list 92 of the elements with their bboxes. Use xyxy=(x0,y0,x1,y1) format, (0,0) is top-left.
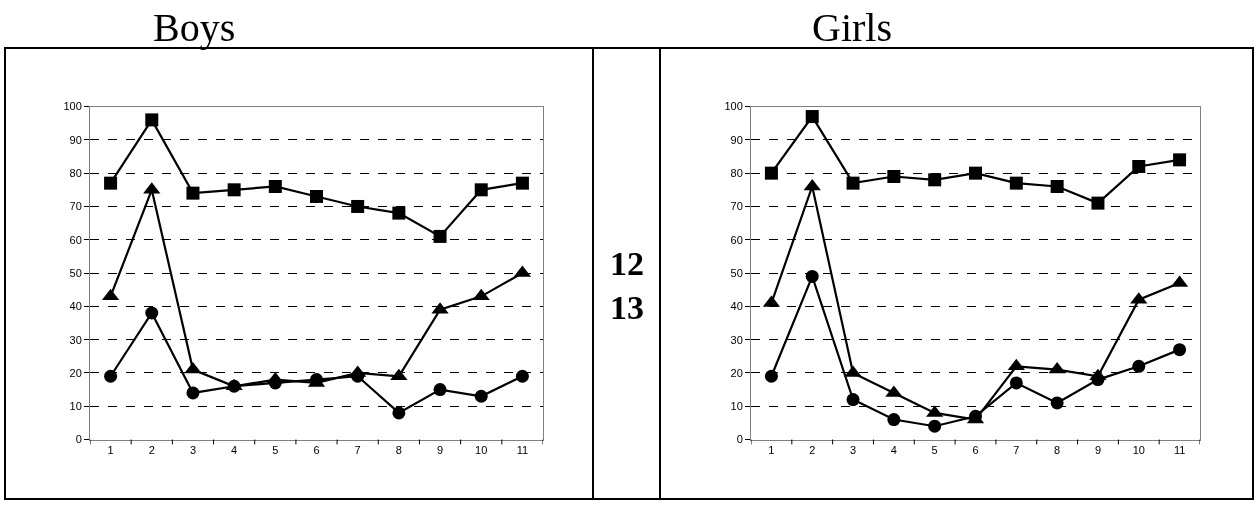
x-tick-label: 9 xyxy=(436,443,444,456)
text: 12 13 xyxy=(610,245,644,327)
x-tick-label: 10 xyxy=(1132,443,1145,456)
y-tick-label: 20 xyxy=(730,366,743,379)
point xyxy=(1009,376,1023,390)
point xyxy=(515,369,529,383)
point xyxy=(186,386,200,400)
y-tick-label: 30 xyxy=(730,333,743,346)
point xyxy=(104,176,118,190)
x-tick-label: 11 xyxy=(516,443,529,456)
point xyxy=(268,179,282,193)
point xyxy=(145,113,159,127)
point xyxy=(351,199,365,213)
point xyxy=(227,183,241,197)
point xyxy=(186,186,200,200)
point xyxy=(104,369,118,383)
y-tick-label: 10 xyxy=(730,400,743,413)
x-tick-label: 7 xyxy=(1013,443,1020,456)
point xyxy=(433,383,447,397)
x-tick-label: 4 xyxy=(231,443,238,456)
point xyxy=(1132,160,1146,173)
y-tick-label: 50 xyxy=(730,266,743,279)
point xyxy=(515,176,529,190)
point xyxy=(433,229,447,243)
point xyxy=(805,110,819,124)
point xyxy=(846,176,860,190)
x-tick-label: 9 xyxy=(1094,443,1102,456)
y-tick-label: 40 xyxy=(730,300,743,313)
point xyxy=(1091,373,1105,387)
point xyxy=(887,413,901,427)
point xyxy=(472,288,490,301)
y-tick-label: 0 xyxy=(75,433,82,446)
x-tick-label: 8 xyxy=(395,443,402,456)
point xyxy=(1091,196,1105,210)
y-tick-label: 90 xyxy=(69,133,82,146)
x-tick-label: 3 xyxy=(849,443,857,456)
chart-title: Boys xyxy=(153,5,236,50)
point xyxy=(390,368,408,381)
x-tick-label: 7 xyxy=(354,443,361,456)
point xyxy=(1050,179,1064,193)
point xyxy=(969,166,982,180)
x-tick-label: 1 xyxy=(768,443,775,456)
x-tick-label: 6 xyxy=(972,443,979,456)
x-tick-label: 5 xyxy=(931,443,938,456)
point xyxy=(846,393,860,407)
point xyxy=(392,406,406,420)
point xyxy=(1007,358,1025,371)
point xyxy=(803,178,821,191)
point xyxy=(351,369,365,383)
point xyxy=(1050,396,1064,410)
point xyxy=(1173,153,1187,167)
x-tick-label: 2 xyxy=(148,443,155,456)
point xyxy=(805,269,819,283)
y-tick-label: 80 xyxy=(69,167,82,180)
y-tick-label: 100 xyxy=(63,100,82,113)
y-tick-label: 0 xyxy=(736,433,743,446)
point xyxy=(1009,176,1023,190)
y-tick-label: 10 xyxy=(69,400,82,413)
point xyxy=(1132,359,1146,373)
y-tick-label: 60 xyxy=(69,233,82,246)
x-tick-label: 4 xyxy=(890,443,897,456)
chart-title: Girls xyxy=(812,5,892,50)
x-tick-label: 10 xyxy=(475,443,488,456)
point xyxy=(1173,343,1187,357)
y-tick-label: 70 xyxy=(730,200,743,213)
y-tick-label: 70 xyxy=(69,200,82,213)
point xyxy=(764,369,778,383)
point xyxy=(268,376,282,390)
point xyxy=(145,306,159,320)
point xyxy=(887,169,901,183)
x-tick-label: 6 xyxy=(313,443,320,456)
point xyxy=(474,389,488,403)
point xyxy=(310,189,323,203)
y-tick-label: 50 xyxy=(69,266,82,279)
y-tick-label: 80 xyxy=(730,167,743,180)
x-tick-label: 8 xyxy=(1054,443,1061,456)
point xyxy=(764,166,778,180)
y-tick-label: 40 xyxy=(69,300,82,313)
point xyxy=(392,206,406,220)
y-tick-label: 60 xyxy=(730,233,743,246)
y-tick-label: 90 xyxy=(730,133,743,146)
x-tick-label: 11 xyxy=(1173,443,1186,456)
y-tick-label: 20 xyxy=(69,366,82,379)
x-tick-label: 5 xyxy=(272,443,279,456)
y-tick-label: 30 xyxy=(69,333,82,346)
x-tick-label: 1 xyxy=(107,443,114,456)
point xyxy=(928,419,942,433)
point xyxy=(474,183,488,197)
x-tick-label: 2 xyxy=(809,443,816,456)
point xyxy=(928,173,942,187)
y-tick-label: 100 xyxy=(724,100,743,113)
x-tick-label: 3 xyxy=(189,443,197,456)
